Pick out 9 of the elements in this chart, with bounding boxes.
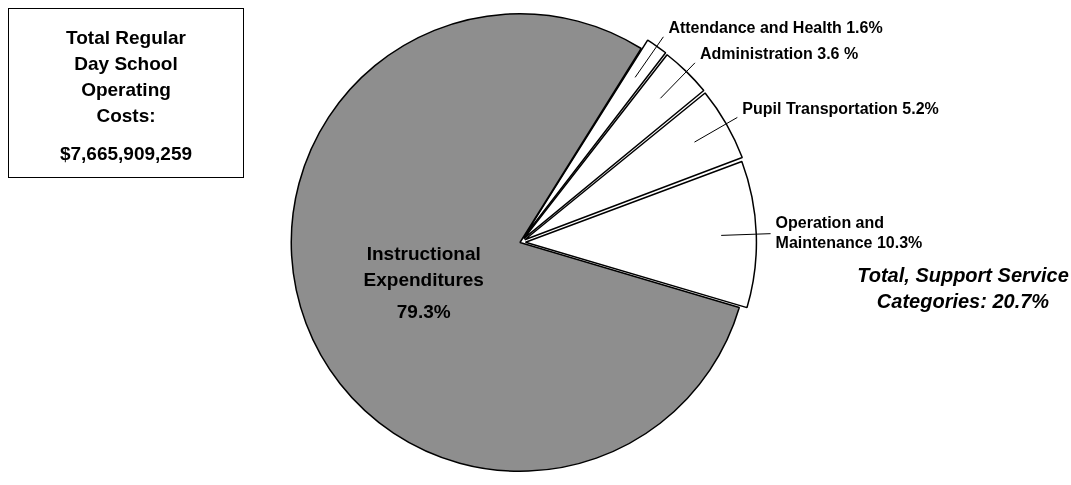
slice-label: Attendance and Health 1.6% xyxy=(668,19,883,37)
text: Total Regular Day School Operating Costs: xyxy=(65,26,187,128)
slice-label: Pupil Transportation 5.2% xyxy=(742,99,939,117)
slice-label: Instructional Expenditures xyxy=(363,243,484,291)
slice-label: Administration 3.6 % xyxy=(699,45,859,63)
text: Total, Support Service Categories: 20.7% xyxy=(856,263,1070,314)
slice-label: Operation and Maintenance 10.3% xyxy=(775,214,923,252)
data-label: 79.3% xyxy=(396,301,451,323)
text: $7,665,909,259 xyxy=(58,142,194,166)
